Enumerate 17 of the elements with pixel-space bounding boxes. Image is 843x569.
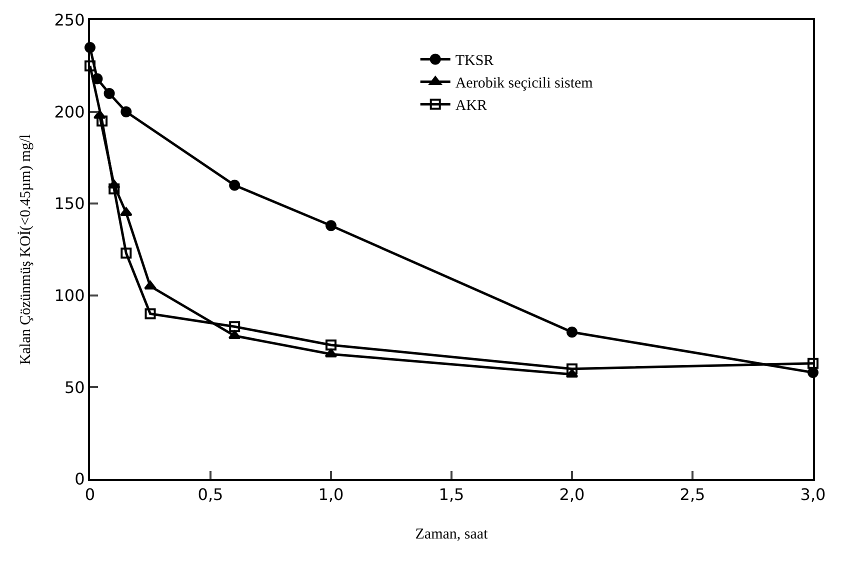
legend-label: Aerobik seçicili sistem [455,76,594,92]
y-tick-label: 100 [54,286,85,305]
y-axis-title: Kalan Çözünmüş KOİ(<0.45µm) mg/l [17,134,34,365]
x-axis-title: Zaman, saat [415,526,489,543]
y-tick-label: 250 [54,10,85,30]
x-tick-label: 1,0 [318,485,344,504]
x-tick-label: 1,5 [438,485,464,504]
y-tick-label: 50 [64,378,85,397]
x-tick-label: 2,5 [680,485,706,504]
y-tick-label: 150 [54,194,85,214]
x-tick-label: 2,0 [559,485,585,504]
y-tick-label: 0 [74,470,85,489]
legend-label: TKSR [455,53,494,70]
y-tick-label: 200 [54,102,85,122]
legend-label: AKR [455,98,488,114]
x-tick-label: 0,5 [198,485,224,504]
x-tick-label: 3,0 [800,485,826,504]
